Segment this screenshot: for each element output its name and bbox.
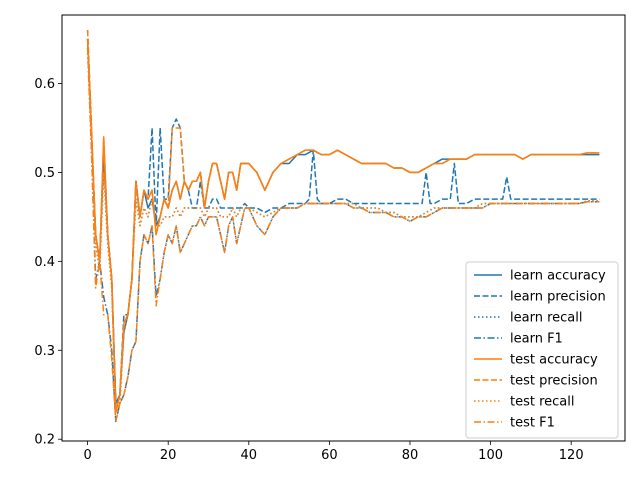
x-tick-label: 80 [402, 448, 419, 463]
y-tick-label: 0.6 [34, 77, 55, 92]
legend-label: test recall [510, 395, 575, 410]
legend-label: test precision [510, 374, 598, 389]
plot-frame [61, 14, 626, 442]
legend-label: test F1 [510, 416, 555, 431]
series-line-test-recall [86, 38, 600, 414]
y-tick-label: 0.4 [34, 255, 55, 270]
legend-label: test accuracy [510, 353, 598, 368]
y-tick-label: 0.5 [34, 166, 55, 181]
legend-label: learn F1 [510, 332, 563, 347]
series-line-learn-precision [86, 30, 600, 405]
legend: learn accuracy learn precision learn recal… [465, 261, 619, 439]
x-tick-label: 40 [241, 448, 258, 463]
legend-label: learn recall [510, 311, 582, 326]
x-tick-label: 60 [321, 448, 338, 463]
x-tick-label: 100 [478, 448, 503, 463]
y-tick-label: 0.3 [34, 344, 55, 359]
legend-label: learn accuracy [510, 269, 606, 284]
axes-layer: 0 20 40 60 80 100 120 0.2 0.3 0.4 0.5 0.6 [34, 77, 583, 463]
series-layer [86, 30, 600, 423]
legend-label: learn precision [510, 290, 606, 305]
series-line-test-precision [86, 30, 600, 414]
x-tick-label: 0 [83, 448, 91, 463]
x-tick-label: 120 [559, 448, 584, 463]
y-tick-label: 0.2 [34, 433, 55, 448]
legend-frame [465, 261, 619, 439]
x-tick-label: 20 [160, 448, 177, 463]
series-line-test-f1 [86, 47, 600, 423]
